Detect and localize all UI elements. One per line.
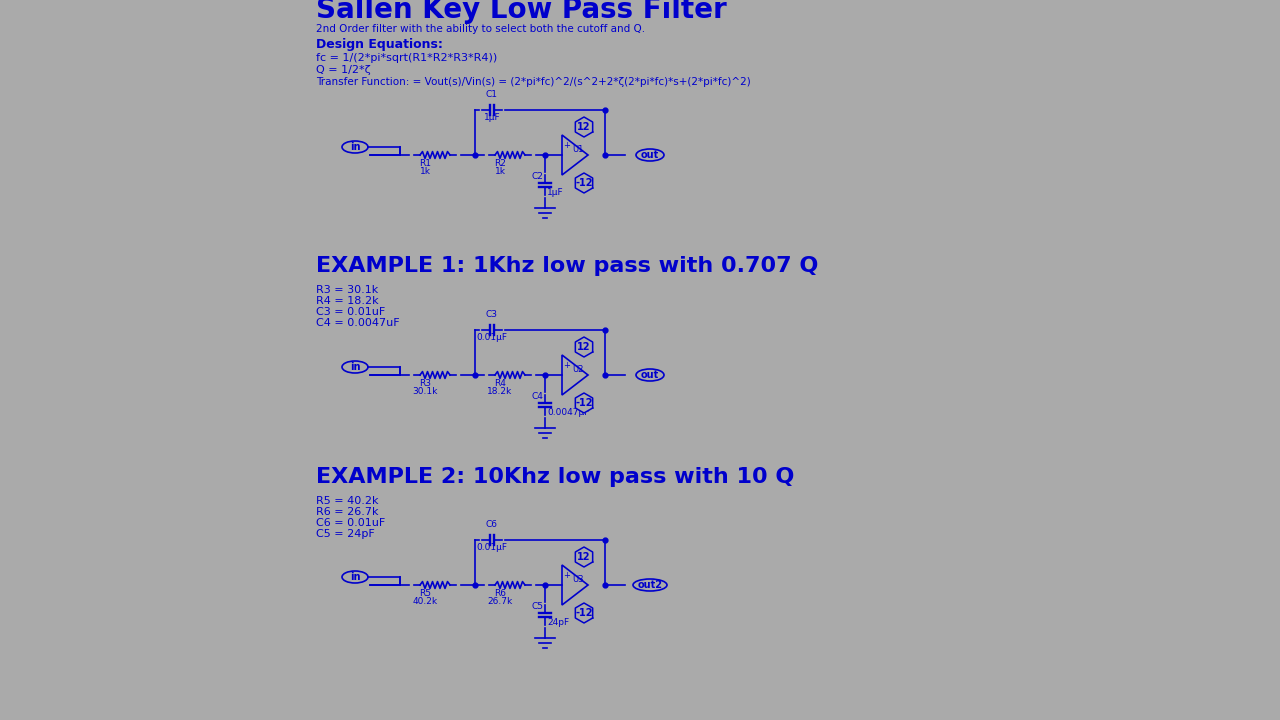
Text: 30.1k: 30.1k [412, 387, 438, 396]
Text: U3: U3 [572, 575, 584, 584]
Text: 12: 12 [577, 122, 591, 132]
Text: 1k: 1k [494, 167, 506, 176]
Text: 1μF: 1μF [547, 188, 563, 197]
Text: 40.2k: 40.2k [412, 597, 438, 606]
Text: out: out [641, 150, 659, 160]
Text: 0.01μF: 0.01μF [476, 543, 507, 552]
Text: R3: R3 [419, 379, 431, 388]
Text: -12: -12 [575, 178, 593, 188]
Text: 0.0047μF: 0.0047μF [547, 408, 589, 417]
Text: C5: C5 [531, 602, 543, 611]
Text: in: in [349, 362, 360, 372]
Text: Design Equations:: Design Equations: [316, 38, 443, 51]
Text: C1: C1 [486, 90, 498, 99]
Text: 1k: 1k [420, 167, 430, 176]
Text: 0.01μF: 0.01μF [476, 333, 507, 342]
Text: C5 = 24pF: C5 = 24pF [316, 529, 375, 539]
Polygon shape [575, 603, 593, 623]
Text: C4: C4 [531, 392, 543, 401]
Polygon shape [575, 173, 593, 193]
Text: 26.7k: 26.7k [488, 597, 512, 606]
Polygon shape [575, 117, 593, 137]
Text: 24pF: 24pF [547, 618, 570, 627]
Text: in: in [349, 142, 360, 152]
Text: C6: C6 [486, 520, 498, 529]
Text: R1: R1 [419, 159, 431, 168]
Text: +: + [563, 572, 571, 580]
Text: R6 = 26.7k: R6 = 26.7k [316, 507, 379, 517]
Text: R3 = 30.1k: R3 = 30.1k [316, 285, 379, 295]
Polygon shape [575, 393, 593, 413]
Text: 2nd Order filter with the ability to select both the cutoff and Q.: 2nd Order filter with the ability to sel… [316, 24, 645, 34]
Text: +: + [563, 142, 571, 150]
Text: -12: -12 [575, 398, 593, 408]
Text: +: + [563, 361, 571, 371]
Text: R2: R2 [494, 159, 506, 168]
Text: U1: U1 [572, 145, 584, 154]
Text: U2: U2 [572, 365, 584, 374]
Text: Sallen Key Low Pass Filter: Sallen Key Low Pass Filter [316, 0, 727, 24]
Text: 12: 12 [577, 552, 591, 562]
Text: Transfer Function: = Vout(s)/Vin(s) = (2*pi*fc)^2/(s^2+2*ζ(2*pi*fc)*s+(2*pi*fc)^: Transfer Function: = Vout(s)/Vin(s) = (2… [316, 77, 751, 87]
Text: EXAMPLE 2: 10Khz low pass with 10 Q: EXAMPLE 2: 10Khz low pass with 10 Q [316, 467, 795, 487]
Text: C2: C2 [531, 172, 543, 181]
Text: 12: 12 [577, 342, 591, 352]
Text: 18.2k: 18.2k [488, 387, 512, 396]
Text: C3: C3 [486, 310, 498, 319]
Text: EXAMPLE 1: 1Khz low pass with 0.707 Q: EXAMPLE 1: 1Khz low pass with 0.707 Q [316, 256, 818, 276]
Text: C6 = 0.01uF: C6 = 0.01uF [316, 518, 385, 528]
Text: C4 = 0.0047uF: C4 = 0.0047uF [316, 318, 399, 328]
Text: -12: -12 [575, 608, 593, 618]
Text: R4: R4 [494, 379, 506, 388]
Text: R5 = 40.2k: R5 = 40.2k [316, 496, 379, 506]
Text: C3 = 0.01uF: C3 = 0.01uF [316, 307, 385, 317]
Text: R6: R6 [494, 589, 506, 598]
Text: in: in [349, 572, 360, 582]
Text: R4 = 18.2k: R4 = 18.2k [316, 296, 379, 306]
Text: out2: out2 [637, 580, 663, 590]
Text: Q = 1/2*ζ: Q = 1/2*ζ [316, 65, 371, 75]
Text: fc = 1/(2*pi*sqrt(R1*R2*R3*R4)): fc = 1/(2*pi*sqrt(R1*R2*R3*R4)) [316, 53, 497, 63]
Text: out: out [641, 370, 659, 380]
Polygon shape [575, 547, 593, 567]
Text: 1μF: 1μF [484, 113, 500, 122]
Text: R5: R5 [419, 589, 431, 598]
Polygon shape [575, 337, 593, 357]
